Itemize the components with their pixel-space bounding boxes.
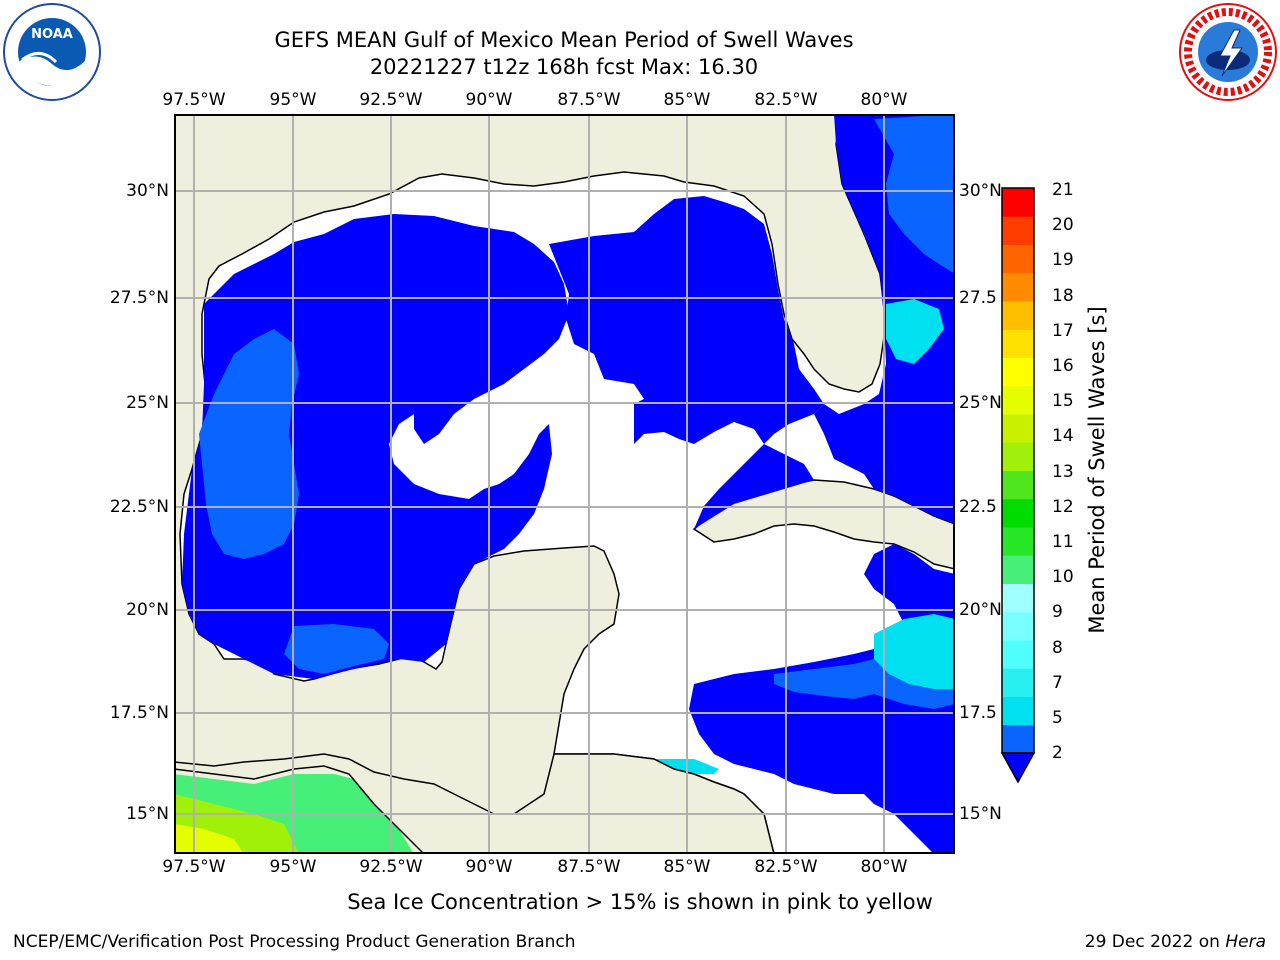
- lon-label-bottom: 92.5°W: [359, 857, 423, 877]
- colorbar-tick-label: 15: [1052, 391, 1074, 411]
- map-title: GEFS MEAN Gulf of Mexico Mean Period of …: [274, 28, 854, 52]
- lat-label-right: 25°N: [959, 393, 1002, 413]
- swell-field-lightblue-southwest: [284, 624, 389, 674]
- colorbar-tick-label: 8: [1052, 638, 1063, 658]
- map-subtitle: 20221227 t12z 168h fcst Max: 16.30: [369, 55, 759, 79]
- colorbar-segment: [1002, 724, 1034, 754]
- swell-field-lightblue-fl-east: [874, 114, 955, 274]
- nws-logo: [1179, 3, 1277, 101]
- colorbar-segment: [1002, 301, 1034, 330]
- colorbar-segment: [1002, 498, 1034, 528]
- colorbar-segment: [1002, 329, 1034, 358]
- footer-host: Hera: [1225, 932, 1266, 952]
- colorbar-segment: [1002, 357, 1034, 387]
- lon-label-bottom: 85°W: [663, 857, 711, 877]
- lon-label-bottom: 97.5°W: [162, 857, 226, 877]
- colorbar-segment: [1002, 555, 1034, 584]
- colorbar-segment: [1002, 668, 1034, 697]
- lat-label-right: 20°N: [959, 600, 1002, 620]
- swell-field-yellow-pacific: [174, 824, 244, 854]
- lon-label-top: 80°W: [860, 90, 908, 110]
- lon-label-bottom: 87.5°W: [557, 857, 621, 877]
- lat-label-left: 20°N: [126, 600, 169, 620]
- colorbar-tick-label: 21: [1052, 180, 1074, 200]
- lon-label-top: 95°W: [269, 90, 317, 110]
- lon-label-top: 87.5°W: [557, 90, 621, 110]
- lat-label-left: 25°N: [126, 393, 169, 413]
- land-central-america: [174, 753, 775, 854]
- colorbar-tick-label: 5: [1052, 708, 1063, 728]
- lat-label-left: 30°N: [126, 181, 169, 201]
- colorbar-segment: [1002, 527, 1034, 556]
- lon-label-bottom: 80°W: [860, 857, 908, 877]
- lon-label-bottom: 90°W: [465, 857, 513, 877]
- swell-field-lightblue-west: [199, 329, 299, 559]
- lat-label-right: 22.5: [959, 497, 997, 517]
- footer-date-text: 29 Dec 2022 on: [1084, 932, 1220, 952]
- map-border: [174, 114, 955, 854]
- colorbar-tick-label: 18: [1052, 286, 1074, 306]
- colorbar-tick-label: 9: [1052, 602, 1063, 622]
- swell-field-blue-west: [182, 214, 569, 679]
- swell-field-cyan-bahamas: [886, 299, 944, 364]
- colorbar-tick-label: 7: [1052, 673, 1063, 693]
- colorbar-segment: [1002, 640, 1034, 669]
- colorbar-segment: [1002, 272, 1034, 302]
- swell-period-map: [174, 114, 955, 854]
- lat-label-right: 17.5: [959, 703, 997, 723]
- lon-label-bottom: 82.5°W: [754, 857, 818, 877]
- lat-label-left: 15°N: [126, 804, 169, 824]
- colorbar-tick-label: 11: [1052, 532, 1074, 552]
- lon-label-top: 92.5°W: [359, 90, 423, 110]
- colorbar-tick-label: 20: [1052, 215, 1074, 235]
- colorbar-tick-label: 10: [1052, 567, 1074, 587]
- lon-label-bottom: 95°W: [269, 857, 317, 877]
- noaa-logo: NOAA: [3, 3, 101, 101]
- lat-label-left: 27.5°N: [109, 288, 169, 308]
- lon-label-top: 82.5°W: [754, 90, 818, 110]
- colorbar-segment: [1002, 188, 1034, 217]
- colorbar-segment: [1002, 470, 1034, 500]
- footer-date: 29 Dec 2022 on Hera: [1085, 932, 1266, 952]
- colorbar-segment: [1002, 244, 1034, 274]
- colorbar-tick-label: 19: [1052, 250, 1074, 270]
- colorbar-tick-label: 17: [1052, 321, 1074, 341]
- colorbar-tick-label: 12: [1052, 497, 1074, 517]
- swell-field-blue-caribbean: [689, 544, 955, 854]
- graticule: [174, 114, 955, 854]
- colorbar-under-triangle: [1000, 752, 1036, 784]
- lon-label-top: 97.5°W: [162, 90, 226, 110]
- lat-label-left: 17.5°N: [109, 703, 169, 723]
- lon-label-top: 85°W: [663, 90, 711, 110]
- colorbar-tick-label: 14: [1052, 426, 1074, 446]
- colorbar-segment: [1002, 611, 1034, 641]
- colorbar-segment: [1002, 385, 1034, 415]
- colorbar-segment: [1002, 414, 1034, 443]
- lat-label-right: 30°N: [959, 181, 1002, 201]
- colorbar-segment: [1002, 216, 1034, 245]
- lon-label-top: 90°W: [465, 90, 513, 110]
- lat-label-right: 15°N: [959, 804, 1002, 824]
- sea-ice-note: Sea Ice Concentration > 15% is shown in …: [347, 890, 933, 914]
- footer-credit: NCEP/EMC/Verification Post Processing Pr…: [13, 932, 576, 952]
- colorbar-segment: [1002, 696, 1034, 726]
- colorbar-title: Mean Period of Swell Waves [s]: [1085, 306, 1109, 634]
- swell-field-cyan-caribbean: [874, 614, 955, 689]
- colorbar: [1000, 187, 1036, 784]
- colorbar-segment: [1002, 442, 1034, 471]
- colorbar-tick-label: 13: [1052, 462, 1074, 482]
- noaa-logo-text: NOAA: [31, 27, 73, 42]
- colorbar-tick-label: 2: [1052, 743, 1063, 763]
- colorbar-segment: [1002, 583, 1034, 613]
- lat-label-right: 27.5: [959, 288, 997, 308]
- colorbar-outline: [1001, 187, 1035, 754]
- colorbar-tick-label: 16: [1052, 356, 1074, 376]
- lat-label-left: 22.5°N: [109, 497, 169, 517]
